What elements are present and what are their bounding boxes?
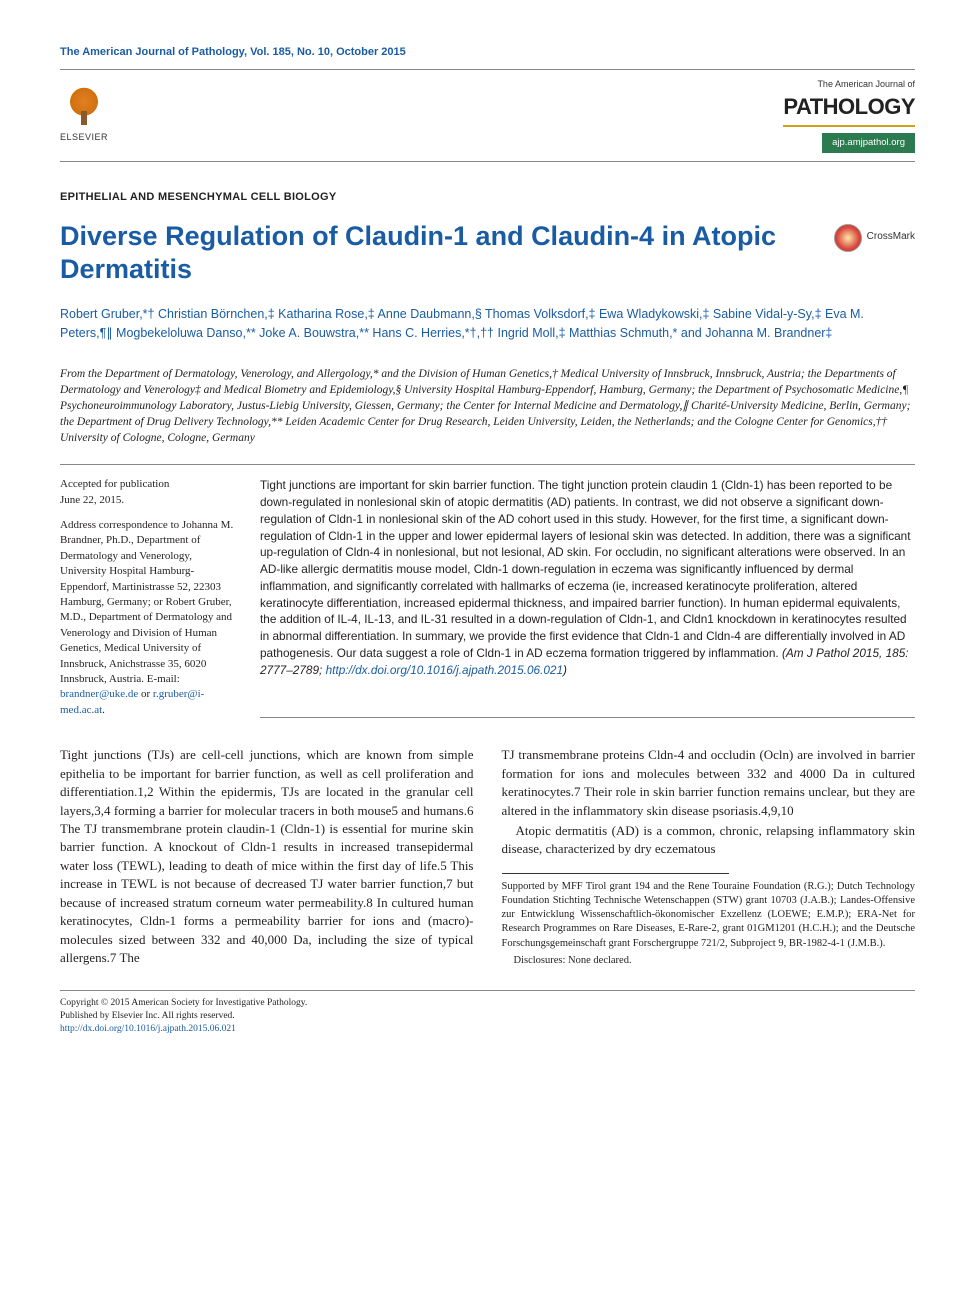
elsevier-tree-icon <box>63 87 105 129</box>
meta-abstract-block: Accepted for publication June 22, 2015. … <box>60 464 915 718</box>
accepted-label: Accepted for publication <box>60 477 238 492</box>
correspondence-text: Address correspondence to Johanna M. Bra… <box>60 518 238 718</box>
body-columns: Tight junctions (TJs) are cell-cell junc… <box>60 746 915 968</box>
section-label: EPITHELIAL AND MESENCHYMAL CELL BIOLOGY <box>60 190 915 206</box>
affiliations: From the Department of Dermatology, Vene… <box>60 366 915 446</box>
body-paragraph-1: Tight junctions (TJs) are cell-cell junc… <box>60 746 474 967</box>
journal-url-link[interactable]: ajp.amjpathol.org <box>822 133 915 153</box>
abstract-doi-link[interactable]: http://dx.doi.org/10.1016/j.ajpath.2015.… <box>326 663 563 677</box>
publisher-text: Published by Elsevier Inc. All rights re… <box>60 1010 915 1023</box>
journal-brand: The American Journal of PATHOLOGY ajp.am… <box>783 78 915 153</box>
body-column-right: TJ transmembrane proteins Cldn-4 and occ… <box>502 746 916 968</box>
accepted-date: June 22, 2015. <box>60 493 238 508</box>
page-footer: Copyright © 2015 American Society for In… <box>60 990 915 1035</box>
journal-subtitle: The American Journal of <box>783 78 915 91</box>
correspondence-email-1[interactable]: brandner@uke.de <box>60 688 138 700</box>
crossmark-label: CrossMark <box>867 230 915 245</box>
journal-reference: The American Journal of Pathology, Vol. … <box>60 45 915 61</box>
article-meta-sidebar: Accepted for publication June 22, 2015. … <box>60 477 238 718</box>
crossmark-badge[interactable]: CrossMark <box>834 224 915 252</box>
elsevier-label: ELSEVIER <box>60 131 108 144</box>
funding-divider <box>502 873 729 874</box>
copyright-text: Copyright © 2015 American Society for In… <box>60 997 915 1010</box>
body-paragraph-3: Atopic dermatitis (AD) is a common, chro… <box>502 822 916 859</box>
crossmark-icon <box>834 224 862 252</box>
footer-doi-link[interactable]: http://dx.doi.org/10.1016/j.ajpath.2015.… <box>60 1024 236 1034</box>
correspondence-body: Address correspondence to Johanna M. Bra… <box>60 519 233 685</box>
body-paragraph-2: TJ transmembrane proteins Cldn-4 and occ… <box>502 746 916 820</box>
abstract: Tight junctions are important for skin b… <box>260 477 915 718</box>
email-or: or <box>138 688 153 700</box>
logo-row: ELSEVIER The American Journal of PATHOLO… <box>60 69 915 162</box>
abstract-text: Tight junctions are important for skin b… <box>260 478 911 660</box>
abstract-citation-end: ) <box>563 663 567 677</box>
funding-text: Supported by MFF Tirol grant 194 and the… <box>502 880 916 951</box>
author-list: Robert Gruber,*† Christian Börnchen,‡ Ka… <box>60 305 915 344</box>
title-row: Diverse Regulation of Claudin-1 and Clau… <box>60 220 915 288</box>
elsevier-logo[interactable]: ELSEVIER <box>60 87 108 144</box>
journal-title: PATHOLOGY <box>783 91 915 127</box>
email-end: . <box>102 704 105 716</box>
article-title: Diverse Regulation of Claudin-1 and Clau… <box>60 220 814 288</box>
body-column-left: Tight junctions (TJs) are cell-cell junc… <box>60 746 474 968</box>
disclosures-text: Disclosures: None declared. <box>502 954 916 968</box>
